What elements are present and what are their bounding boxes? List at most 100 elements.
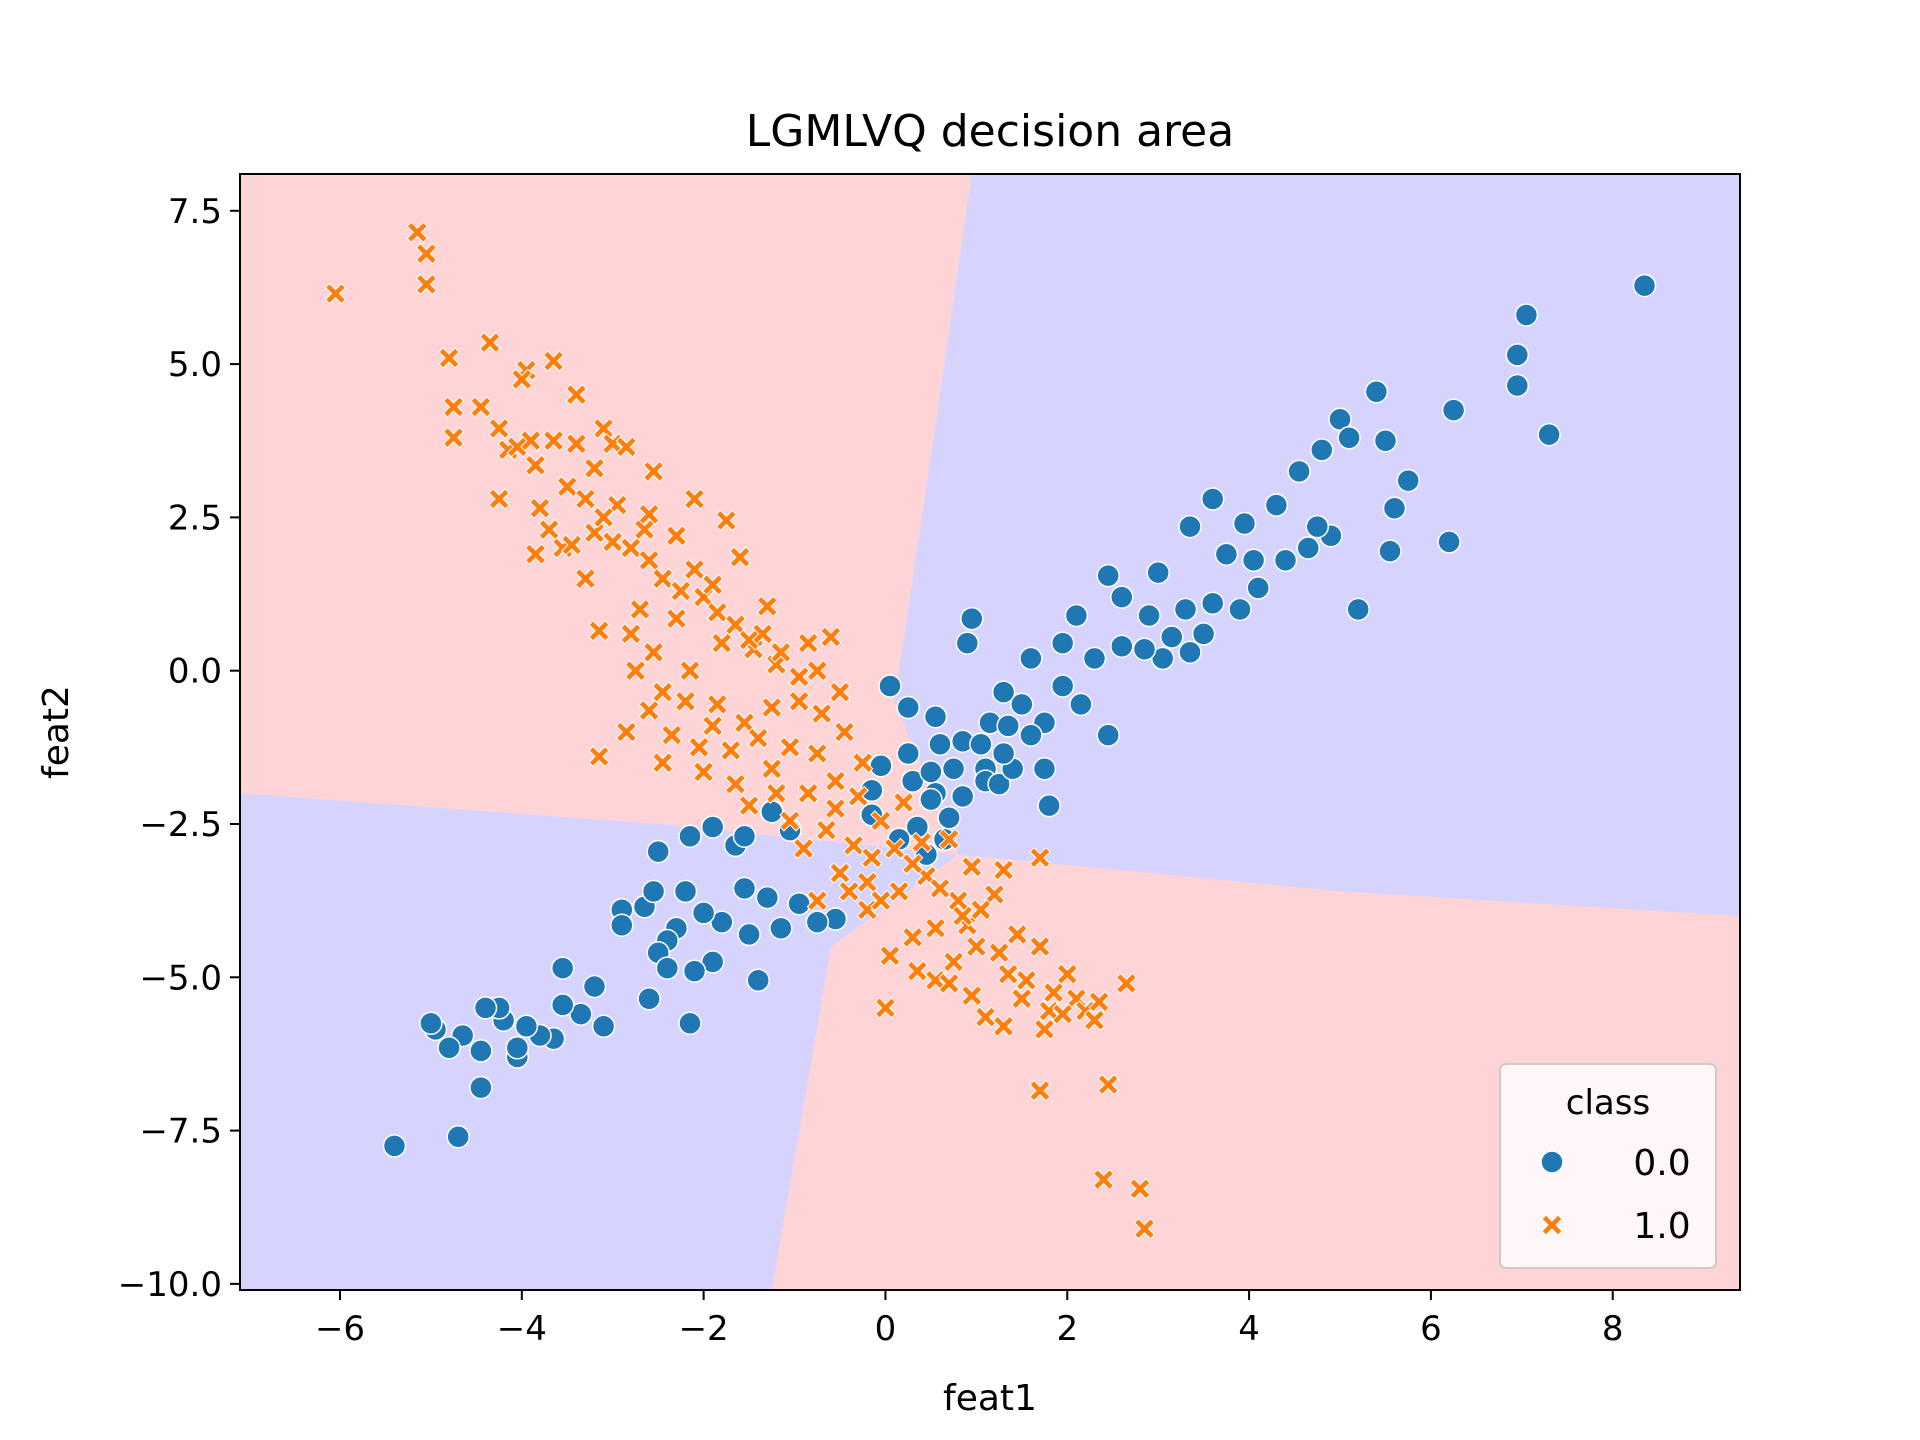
point-class-1 [797, 632, 819, 654]
y-tick-label: −5.0 [139, 958, 222, 998]
point-class-1 [988, 941, 1010, 964]
point-class-0 [646, 839, 670, 864]
point-class-1 [583, 521, 606, 544]
point-class-1 [538, 518, 560, 541]
point-class-1 [642, 641, 665, 664]
point-class-0 [446, 1124, 470, 1149]
point-class-1 [838, 880, 860, 903]
point-class-1 [761, 758, 783, 780]
legend-marker-class-1 [1541, 1214, 1563, 1236]
point-class-1 [711, 632, 733, 654]
point-class-0 [637, 986, 661, 1011]
point-class-0 [1137, 603, 1161, 628]
point-class-0 [610, 913, 634, 937]
point-class-1 [651, 751, 674, 774]
point-class-1 [542, 350, 565, 372]
point-class-1 [779, 810, 801, 832]
point-class-1 [833, 721, 856, 743]
point-class-0 [919, 787, 943, 812]
point-class-1 [529, 497, 551, 519]
point-class-0 [1437, 530, 1461, 554]
point-class-0 [760, 799, 784, 824]
point-class-1 [906, 960, 929, 982]
point-class-0 [991, 741, 1016, 766]
point-class-0 [582, 974, 607, 999]
point-class-0 [996, 714, 1020, 738]
point-class-1 [974, 1006, 997, 1028]
point-class-1 [811, 702, 833, 725]
x-tick-label: 0 [875, 1309, 897, 1349]
x-axis-label: feat1 [943, 1378, 1037, 1419]
point-class-1 [638, 503, 660, 526]
point-class-1 [620, 623, 642, 645]
point-class-1 [942, 951, 965, 973]
point-class-1 [961, 984, 983, 1007]
point-class-0 [1241, 548, 1266, 573]
point-class-1 [1015, 969, 1038, 992]
point-class-0 [923, 704, 948, 729]
point-class-1 [1029, 1079, 1051, 1102]
point-class-1 [851, 751, 874, 774]
point-class-0 [1505, 343, 1530, 367]
point-class-1 [761, 696, 783, 719]
point-class-0 [1178, 640, 1202, 665]
point-class-0 [641, 879, 666, 904]
point-class-1 [824, 770, 847, 792]
y-tick-label: 5.0 [168, 345, 222, 385]
point-class-0 [514, 1014, 539, 1039]
point-class-0 [1160, 625, 1184, 649]
point-class-1 [588, 745, 610, 768]
point-class-1 [829, 862, 851, 884]
point-class-0 [1246, 576, 1270, 600]
point-class-1 [1083, 1009, 1106, 1031]
point-class-0 [419, 1011, 443, 1036]
point-class-0 [1037, 793, 1061, 818]
point-class-1 [520, 429, 542, 452]
point-class-0 [1050, 674, 1075, 698]
legend: class 0.0 1.0 [1499, 1063, 1717, 1269]
point-class-1 [856, 871, 879, 893]
point-class-0 [1514, 303, 1539, 327]
point-class-0 [682, 959, 707, 983]
point-class-1 [870, 810, 892, 832]
point-class-1 [788, 666, 810, 688]
point-class-1 [651, 681, 674, 703]
point-class-0 [1050, 631, 1075, 655]
point-class-1 [601, 531, 624, 553]
point-class-0 [919, 760, 943, 784]
point-class-0 [941, 757, 966, 781]
point-class-0 [1096, 563, 1120, 588]
point-class-1 [792, 837, 815, 860]
point-class-1 [924, 917, 947, 939]
point-class-0 [550, 993, 575, 1017]
point-class-0 [1214, 542, 1239, 566]
point-class-0 [655, 956, 680, 980]
point-class-1 [415, 273, 438, 296]
point-class-0 [787, 891, 811, 916]
point-class-1 [729, 546, 751, 568]
point-class-0 [691, 901, 716, 925]
point-class-1 [624, 659, 647, 682]
point-class-1 [574, 488, 597, 510]
point-class-1 [633, 518, 656, 541]
point-class-0 [969, 732, 993, 757]
point-class-0 [591, 1014, 616, 1039]
x-tick-label: 8 [1602, 1309, 1624, 1349]
point-class-1 [701, 715, 724, 737]
point-class-1 [1097, 1073, 1119, 1096]
point-class-0 [1537, 422, 1561, 447]
point-class-0 [1096, 723, 1120, 747]
point-class-1 [638, 549, 660, 572]
point-class-1 [442, 396, 465, 418]
point-class-0 [473, 996, 498, 1020]
y-tick-label: 2.5 [168, 498, 222, 538]
point-class-1 [992, 859, 1015, 881]
point-class-1 [542, 429, 565, 452]
point-class-1 [815, 819, 838, 841]
point-class-0 [937, 806, 961, 830]
point-class-0 [1019, 723, 1043, 747]
point-class-1 [797, 782, 819, 805]
plot-frame [239, 173, 1741, 1291]
point-class-0 [673, 879, 698, 904]
point-class-1 [642, 460, 665, 483]
